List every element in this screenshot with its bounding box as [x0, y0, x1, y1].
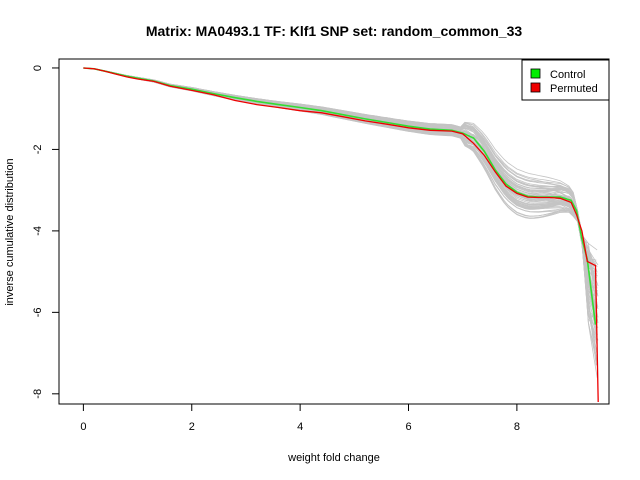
y-axis-label: inverse cumulative distribution — [4, 158, 16, 305]
x-axis-label: weight fold change — [287, 452, 380, 464]
x-tick-label: 4 — [297, 421, 303, 433]
chart-title: Matrix: MA0493.1 TF: Klf1 SNP set: rando… — [146, 23, 523, 39]
x-axis: 0 2 4 6 8 — [80, 403, 520, 433]
permutation-curve — [83, 67, 598, 292]
y-axis: 0 -2 -4 -6 -8 — [32, 65, 60, 399]
legend: Control Permuted — [521, 59, 610, 101]
y-tick-label: -4 — [32, 226, 44, 236]
legend-swatch-control — [530, 68, 541, 79]
y-tick-label: -8 — [32, 389, 44, 399]
legend-swatch-permuted — [530, 82, 541, 93]
legend-box — [521, 59, 610, 101]
x-tick-label: 8 — [514, 421, 520, 433]
legend-label-control: Control — [550, 69, 585, 81]
x-tick-label: 6 — [405, 421, 411, 433]
legend-label-permuted: Permuted — [550, 83, 598, 95]
x-tick-label: 2 — [189, 421, 195, 433]
y-tick-label: 0 — [32, 65, 44, 71]
x-tick-label: 0 — [80, 421, 86, 433]
series-line-permuted — [83, 67, 599, 403]
y-tick-label: -6 — [32, 308, 44, 318]
y-tick-label: -2 — [32, 145, 44, 155]
series-line-group — [83, 67, 599, 403]
